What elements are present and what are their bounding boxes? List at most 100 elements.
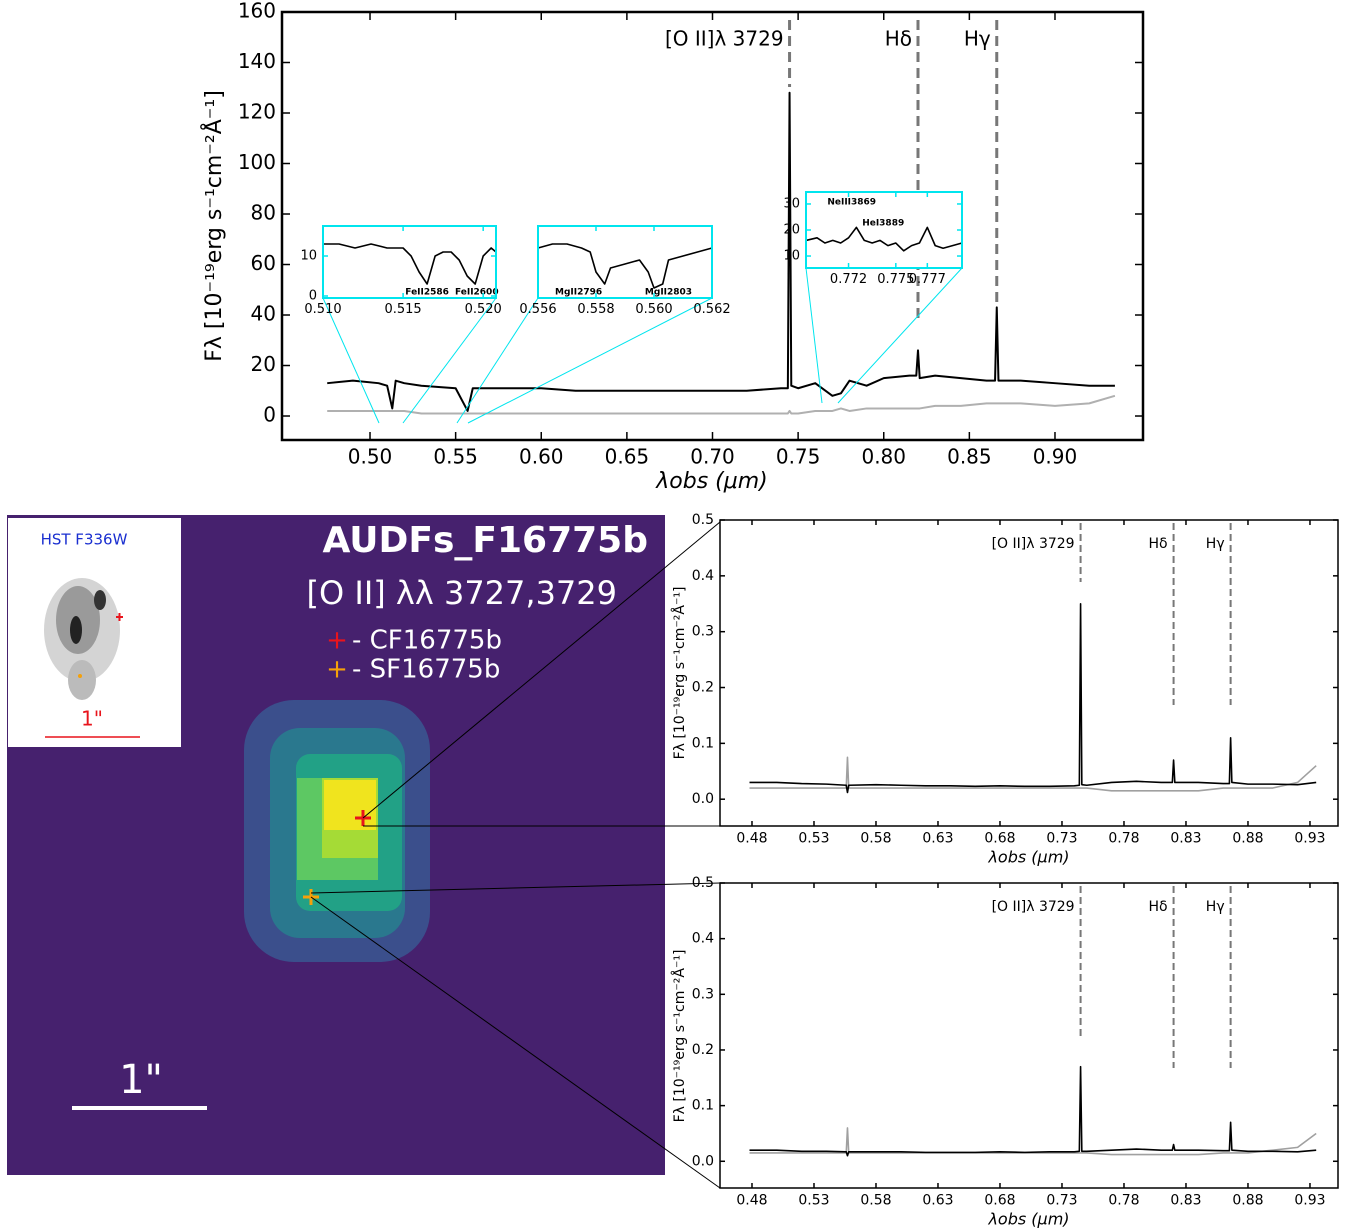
y-tick-label: 10 — [783, 249, 800, 264]
image-blob — [324, 780, 376, 830]
x-tick-label: 0.556 — [519, 302, 556, 317]
x-tick-label: 0.65 — [605, 445, 650, 469]
y-tick-label: 40 — [251, 302, 276, 326]
hst-cf-marker — [116, 613, 123, 621]
line-label: Hγ — [964, 27, 991, 51]
x-tick-label: 0.88 — [1232, 831, 1263, 847]
zoom-connector — [322, 297, 380, 424]
hst-title: HST F336W — [41, 531, 128, 549]
axes-frame — [719, 882, 1339, 1189]
y-tick-label: 0 — [309, 289, 317, 304]
y-tick-label: 0.5 — [692, 512, 714, 528]
x-tick-label: 0.85 — [947, 445, 992, 469]
spectrum — [327, 394, 1116, 415]
y-tick-label: 10 — [300, 249, 317, 264]
legend-label: - SF16775b — [352, 655, 500, 685]
spectrum — [323, 243, 497, 285]
scale-label: 1" — [119, 1057, 163, 1103]
x-tick-label: 0.90 — [1033, 445, 1078, 469]
zoom-connector — [456, 297, 539, 424]
x-tick-label: 0.83 — [1170, 1193, 1201, 1209]
x-tick-label: 0.560 — [635, 302, 672, 317]
hst-sf-marker — [78, 674, 82, 678]
x-tick-label: 0.83 — [1170, 831, 1201, 847]
x-tick-label: 0.50 — [348, 445, 393, 469]
hst-scale-label: 1" — [81, 707, 103, 731]
hst-blob — [70, 616, 82, 644]
x-tick-label: 0.78 — [1108, 1193, 1139, 1209]
x-tick-label: 0.510 — [304, 302, 341, 317]
x-tick-label: 0.70 — [690, 445, 735, 469]
chart: [O II]λ 3729 Hδ Hγ 0.48 0.53 0.58 0.63 0.68 0.73… — [671, 512, 1339, 867]
annotation: NeIII3869 — [827, 198, 876, 208]
hst-blob — [94, 590, 106, 610]
plot-area — [323, 226, 496, 298]
y-axis-label: Fλ [10⁻¹⁹erg s⁻¹cm⁻²Å⁻¹] — [671, 587, 688, 760]
x-tick-label: 0.73 — [1046, 831, 1077, 847]
spectrum — [327, 91, 1115, 412]
annotation: FeII2600 — [455, 288, 499, 298]
y-tick-label: 120 — [238, 100, 276, 124]
line-label: [O II]λ 3729 — [992, 899, 1075, 915]
x-axis-label: λobs (μm) — [987, 1210, 1069, 1229]
x-tick-label: 0.55 — [433, 445, 478, 469]
annotation: MgII2803 — [645, 288, 692, 298]
spectrum — [749, 1127, 1317, 1156]
x-tick-label: 0.73 — [1046, 1193, 1077, 1209]
connector — [310, 882, 721, 894]
connector — [362, 521, 721, 819]
x-tick-label: 0.48 — [736, 831, 767, 847]
image-title: AUDFs_F16775b — [323, 520, 649, 561]
legend-symbol: + — [326, 655, 348, 685]
y-tick-label: 0.0 — [692, 791, 714, 807]
legend-label: - CF16775b — [352, 626, 502, 656]
y-tick-label: 80 — [251, 201, 276, 225]
x-tick-label: 0.68 — [984, 831, 1015, 847]
plot-area — [538, 226, 712, 298]
plot-area — [806, 192, 962, 268]
y-axis-label: Fλ [10⁻¹⁹erg s⁻¹cm⁻²Å⁻¹] — [200, 90, 227, 362]
line-label: Hδ — [885, 27, 912, 51]
spectrum — [749, 602, 1317, 794]
y-tick-label: 0 — [263, 403, 276, 427]
y-axis-label: Fλ [10⁻¹⁹erg s⁻¹cm⁻²Å⁻¹] — [671, 950, 688, 1123]
legend-symbol: + — [326, 626, 348, 656]
y-tick-label: 20 — [783, 223, 800, 238]
line-label: Hδ — [1148, 899, 1167, 915]
narrowband-image: AUDFs_F16775b [O II] λλ 3727,3729 + - CF… — [7, 515, 665, 1175]
y-tick-label: 0.1 — [692, 1098, 714, 1114]
x-axis-label: λobs (μm) — [655, 469, 768, 494]
y-tick-label: 100 — [238, 150, 276, 174]
plot-area — [720, 520, 1338, 826]
x-tick-label: 0.53 — [798, 831, 829, 847]
image-subtitle: [O II] λλ 3727,3729 — [307, 574, 617, 612]
x-tick-label: 0.58 — [860, 831, 891, 847]
spectrum — [749, 1065, 1317, 1157]
line-label: Hδ — [1148, 536, 1167, 552]
annotation: MgII2796 — [555, 288, 602, 298]
plot-area — [720, 883, 1338, 1188]
x-tick-label: 0.515 — [384, 302, 421, 317]
y-tick-label: 0.3 — [692, 624, 714, 640]
axes-frame — [537, 225, 713, 299]
zoom-connector — [805, 267, 823, 404]
x-tick-label: 0.93 — [1294, 831, 1325, 847]
x-tick-label: 0.80 — [861, 445, 906, 469]
chart: FeII2586 FeII2600 0.510 0.515 0.520 0 10 — [300, 225, 502, 424]
zoom-connector — [402, 297, 497, 424]
x-tick-label: 0.68 — [984, 1193, 1015, 1209]
y-tick-label: 0.5 — [692, 875, 714, 891]
spectrum — [749, 756, 1317, 792]
x-tick-label: 0.63 — [922, 1193, 953, 1209]
y-tick-label: 20 — [251, 352, 276, 376]
x-tick-label: 0.75 — [776, 445, 821, 469]
line-label: [O II]λ 3729 — [665, 27, 784, 51]
connectors — [310, 521, 721, 1189]
chart: [O II]λ 3729 Hδ Hγ 0.48 0.53 0.58 0.63 0.68 0.73… — [671, 875, 1339, 1229]
x-tick-label: 0.562 — [693, 302, 730, 317]
x-tick-label: 0.63 — [922, 831, 953, 847]
y-tick-label: 60 — [251, 251, 276, 275]
spectrum — [537, 243, 713, 289]
